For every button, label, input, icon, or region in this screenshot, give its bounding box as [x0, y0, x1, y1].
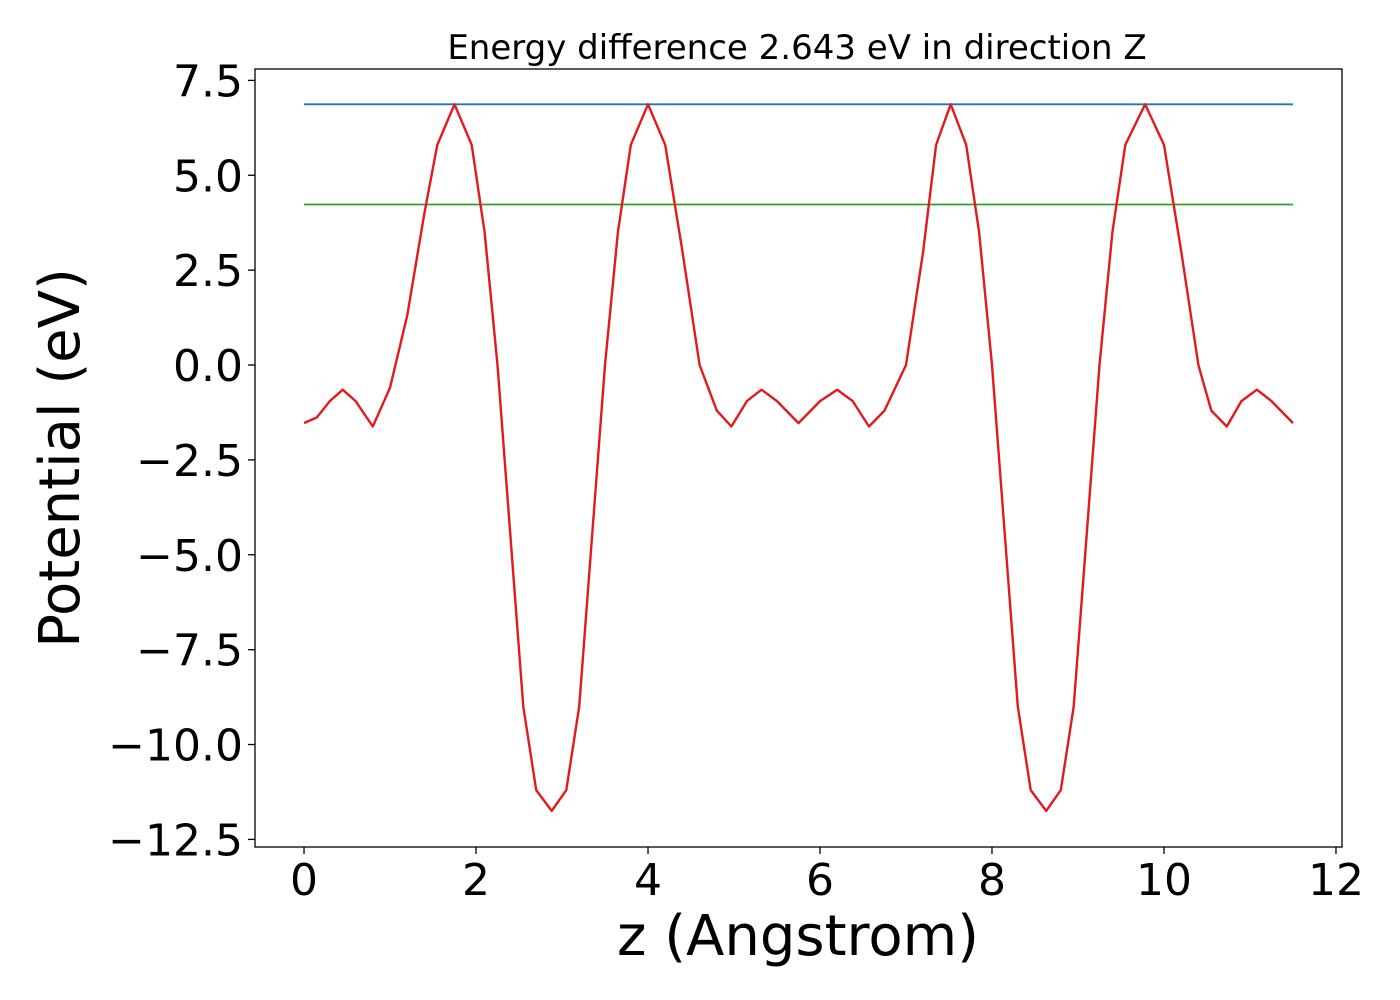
plot-area-frame [254, 68, 1343, 848]
series-layer [303, 103, 1294, 813]
y-tick-label: 0.0 [173, 341, 243, 392]
y-tick-label: −12.5 [108, 815, 243, 866]
x-tick-label: 12 [1308, 855, 1364, 906]
y-axis-ticks: −12.5 −10.0 −7.5 −5.0 −2.5 0.0 2.5 5.0 7.5 [108, 56, 255, 866]
y-tick-label: −5.0 [136, 531, 243, 582]
chart-title: Energy difference 2.643 eV in direction … [447, 28, 1146, 68]
y-tick-label: −2.5 [136, 436, 243, 487]
y-tick-label: 7.5 [173, 56, 243, 107]
y-tick-label: 5.0 [173, 151, 243, 202]
y-tick-label: 2.5 [173, 246, 243, 297]
series-line-2 [303, 103, 1294, 813]
x-tick-label: 2 [462, 855, 490, 906]
x-tick-label: 10 [1136, 855, 1192, 906]
x-axis-ticks: 0 2 4 6 8 10 12 [290, 847, 1364, 906]
x-tick-label: 4 [634, 855, 662, 906]
x-tick-label: 6 [806, 855, 834, 906]
y-tick-label: −7.5 [136, 626, 243, 677]
x-tick-label: 0 [290, 855, 318, 906]
y-axis-label: Potential (eV) [28, 268, 93, 648]
x-tick-label: 8 [978, 855, 1006, 906]
x-axis-label: z (Angstrom) [617, 904, 979, 969]
y-tick-label: −10.0 [108, 721, 243, 772]
